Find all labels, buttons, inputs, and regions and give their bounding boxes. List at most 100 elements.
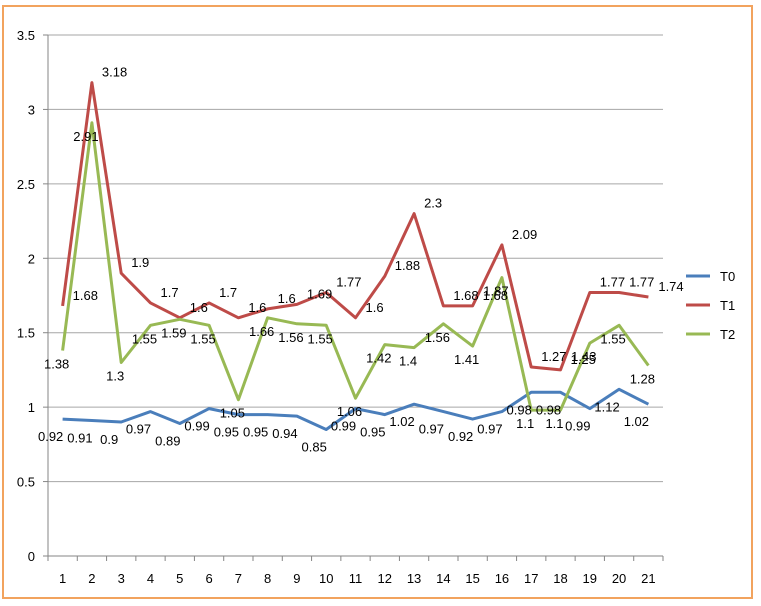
data-label-t1: 1.77 <box>600 275 625 290</box>
data-label-t1: 1.6 <box>366 300 384 315</box>
legend: T0 T1 T2 <box>686 269 735 342</box>
data-label-t0: 1.12 <box>594 399 619 414</box>
chart-frame <box>2 5 753 599</box>
y-tick-label: 0 <box>28 549 35 564</box>
data-label-t0: 0.98 <box>536 402 561 417</box>
x-tick-label: 13 <box>407 571 421 586</box>
data-label-t0: 0.97 <box>477 422 502 437</box>
x-tick-label: 17 <box>524 571 538 586</box>
x-tick-label: 19 <box>583 571 597 586</box>
data-labels: 0.92 0.91 0.9 0.97 0.89 0.99 0.95 0.95 0.94 0.85 0… <box>38 65 684 455</box>
x-tick-label: 16 <box>495 571 509 586</box>
data-label-t2: 1.66 <box>249 324 274 339</box>
data-label-t2: 1.3 <box>106 368 124 383</box>
data-label-t0: 0.92 <box>38 429 63 444</box>
data-label-t0: 1.02 <box>624 414 649 429</box>
data-label-t2: 1.56 <box>425 330 450 345</box>
legend-label-t1: T1 <box>720 298 735 313</box>
y-tick-label: 0.5 <box>17 475 35 490</box>
data-label-t0: 0.95 <box>214 425 239 440</box>
data-label-t2: 1.38 <box>44 357 69 372</box>
data-label-t2: 1.87 <box>483 284 508 299</box>
y-tick-label: 1.5 <box>17 326 35 341</box>
data-label-t1: 3.18 <box>102 65 127 80</box>
data-label-t2: 1.55 <box>190 331 215 346</box>
data-label-t1: 1.74 <box>658 279 683 294</box>
x-tick-label: 10 <box>319 571 333 586</box>
y-tick-label: 2.5 <box>17 177 35 192</box>
x-tick-label: 20 <box>612 571 626 586</box>
data-label-t0: 0.99 <box>331 419 356 434</box>
data-label-t0: 0.9 <box>100 432 118 447</box>
data-label-t0: 0.98 <box>507 402 532 417</box>
x-tick-label: 1 <box>59 571 66 586</box>
data-label-t1: 1.68 <box>73 288 98 303</box>
data-label-t0: 0.99 <box>565 419 590 434</box>
data-label-t1: 1.6 <box>190 300 208 315</box>
data-label-t0: 0.97 <box>126 422 151 437</box>
data-label-t1: 2.09 <box>512 227 537 242</box>
data-label-t2: 1.56 <box>278 330 303 345</box>
data-label-t0: 0.89 <box>155 434 180 449</box>
data-label-t0: 0.85 <box>302 439 327 454</box>
data-label-t1: 1.77 <box>336 275 361 290</box>
x-tick-label: 3 <box>118 571 125 586</box>
data-label-t1: 1.7 <box>161 285 179 300</box>
x-tick-label: 7 <box>235 571 242 586</box>
series-line-t2 <box>61 121 650 412</box>
data-label-t2: 1.06 <box>337 404 362 419</box>
x-tick-label: 15 <box>465 571 479 586</box>
data-label-t2: 1.55 <box>308 331 333 346</box>
data-label-t2: 1.55 <box>132 331 157 346</box>
legend-label-t0: T0 <box>720 269 735 284</box>
x-tick-label: 21 <box>641 571 655 586</box>
data-label-t2: 1.55 <box>600 331 625 346</box>
data-label-t0: 1.02 <box>389 414 414 429</box>
data-label-t0: 0.91 <box>67 431 92 446</box>
data-label-t2: 1.59 <box>161 325 186 340</box>
data-label-t1: 1.25 <box>571 352 596 367</box>
data-label-t0: 0.94 <box>272 426 297 441</box>
data-label-t1: 2.3 <box>424 196 442 211</box>
axes <box>43 34 664 561</box>
x-tick-label: 5 <box>176 571 183 586</box>
data-label-t1: 1.7 <box>219 285 237 300</box>
data-label-t1: 1.69 <box>307 286 332 301</box>
data-label-t0: 0.92 <box>448 429 473 444</box>
y-tick-label: 3 <box>28 102 35 117</box>
data-label-t1: 1.9 <box>131 255 149 270</box>
data-label-t1: 1.88 <box>395 258 420 273</box>
x-tick-label: 6 <box>205 571 212 586</box>
data-label-t0: 0.95 <box>243 425 268 440</box>
data-label-t1: 1.68 <box>483 288 508 303</box>
data-label-t2: 1.1 <box>516 416 534 431</box>
data-label-t1: 1.77 <box>629 275 654 290</box>
series-line-t0 <box>62 387 650 431</box>
data-label-t2: 1.42 <box>366 351 391 366</box>
y-tick-label: 3.5 <box>17 28 35 43</box>
y-tick-label: 2 <box>28 251 35 266</box>
data-label-t1: 1.27 <box>541 349 566 364</box>
legend-label-t2: T2 <box>720 327 735 342</box>
x-tick-label: 12 <box>378 571 392 586</box>
x-tick-labels: 1 2 3 4 5 6 7 8 9 10 11 12 13 14 15 16 17 18 19 20 21 <box>59 571 656 586</box>
data-label-t1: 1.6 <box>278 291 296 306</box>
x-tick-label: 8 <box>264 571 271 586</box>
x-tick-label: 14 <box>436 571 450 586</box>
data-label-t2: 1.1 <box>545 416 563 431</box>
data-label-t2: 2.91 <box>73 129 98 144</box>
data-label-t0: 0.99 <box>184 419 209 434</box>
data-label-t2: 1.41 <box>454 352 479 367</box>
data-label-t0: 0.95 <box>360 425 385 440</box>
series-lines <box>61 81 650 431</box>
x-tick-label: 9 <box>293 571 300 586</box>
data-label-t2: 1.05 <box>220 406 245 421</box>
data-label-t2: 1.43 <box>571 349 596 364</box>
data-label-t2: 1.4 <box>399 354 417 369</box>
y-tick-labels: 0 0.5 1 1.5 2 2.5 3 3.5 <box>17 28 35 564</box>
series-line-t1 <box>61 81 649 372</box>
data-label-t1: 1.68 <box>453 288 478 303</box>
x-tick-label: 4 <box>147 571 154 586</box>
x-tick-label: 18 <box>553 571 567 586</box>
